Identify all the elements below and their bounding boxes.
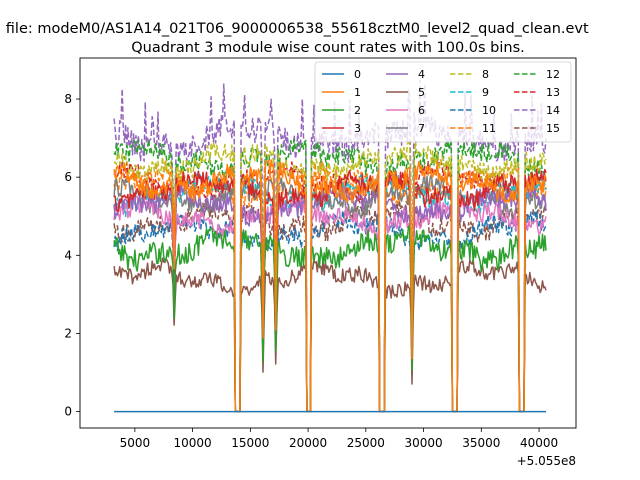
x-tick-label: 35000 [462,436,500,450]
legend-label-0: 0 [354,68,361,81]
axes-frame [79,57,577,429]
legend-label-13: 13 [546,86,560,99]
y-tick-label: 8 [64,92,72,106]
legend-label-3: 3 [354,122,361,135]
series-line-2 [113,225,547,413]
series-line-10 [113,209,547,413]
x-tick-label: 40000 [520,436,558,450]
legend-label-2: 2 [354,104,361,117]
x-tick-label: 20000 [289,436,327,450]
x-tick-label: 30000 [404,436,442,450]
series-line-5 [113,257,547,413]
series-line-12 [113,138,547,413]
y-axis: 0 2 4 6 8 [64,92,80,419]
x-tick-label: 15000 [231,436,269,450]
legend-label-10: 10 [482,104,496,117]
series-layer [113,79,547,413]
legend-label-12: 12 [546,68,560,81]
x-tick-label: 10000 [174,436,212,450]
legend-label-11: 11 [482,122,496,135]
x-tick-label: 25000 [347,436,385,450]
y-tick-label: 6 [64,170,72,184]
x-axis: 5000 10000 15000 20000 25000 30000 35000 40000 [120,428,558,450]
series-line-6 [113,195,547,413]
x-tick-label: 5000 [120,436,151,450]
series-line-15 [113,198,547,413]
figure-suptitle: n file: modeM0/AS1A14_021T06_9000006538_… [0,21,589,37]
legend-label-5: 5 [418,86,425,99]
chart-title: Quadrant 3 module wise count rates with … [131,40,525,56]
series-line-8 [113,140,547,413]
legend-label-1: 1 [354,86,361,99]
legend-label-6: 6 [418,104,425,117]
legend-box [314,61,572,143]
legend-label-7: 7 [418,122,425,135]
y-tick-label: 4 [64,248,72,262]
legend-label-8: 8 [482,68,489,81]
legend-label-14: 14 [546,104,560,117]
y-tick-label: 2 [64,326,72,340]
legend-label-9: 9 [482,86,489,99]
legend-label-4: 4 [418,68,425,81]
y-tick-label: 0 [64,405,72,419]
x-offset-label: +5.055e8 [517,454,576,468]
series-line-1 [113,159,547,413]
legend-label-15: 15 [546,122,560,135]
